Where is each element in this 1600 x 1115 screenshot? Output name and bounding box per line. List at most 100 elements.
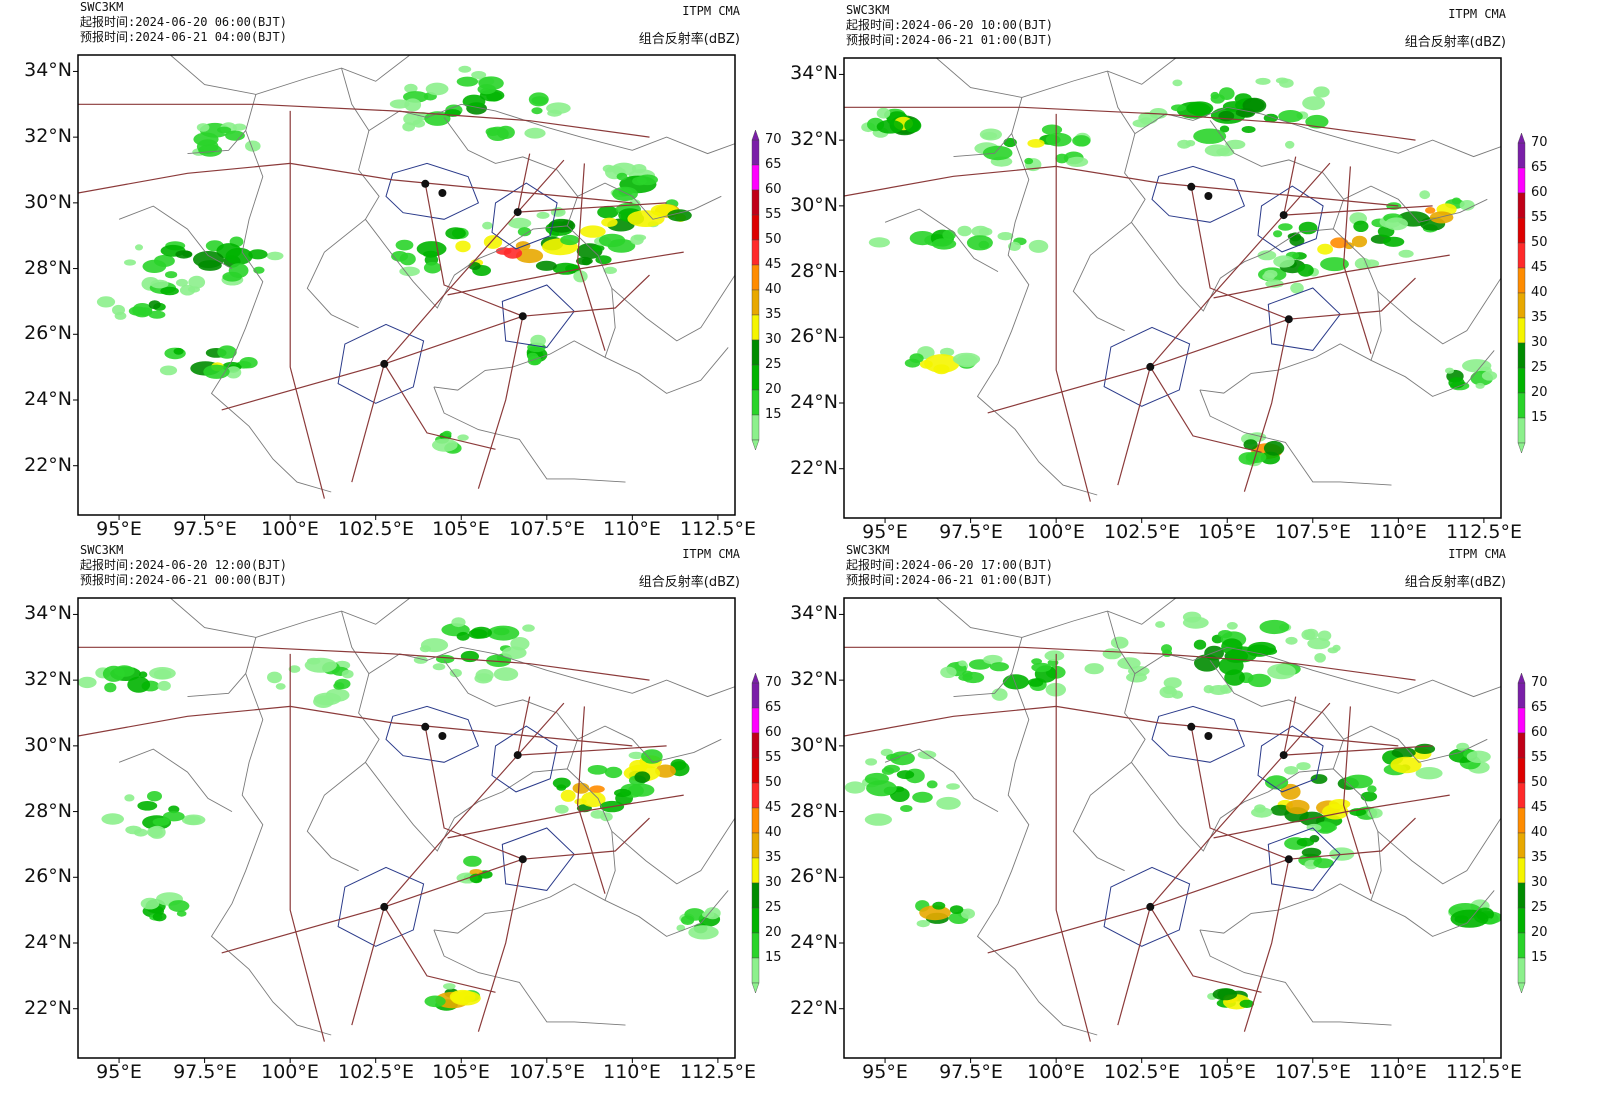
echo-cell — [614, 788, 632, 798]
echo-cell — [1055, 153, 1069, 164]
echo-cell — [1110, 636, 1129, 649]
echo-cell — [886, 753, 901, 762]
colorbar-bottom-arrow — [751, 439, 760, 451]
echo-cell — [531, 107, 543, 115]
colorbar-level-label: 65 — [1531, 700, 1548, 715]
lon-tick-label: 97.5°E — [173, 518, 237, 540]
colorbar-level-label: 65 — [765, 700, 782, 715]
init-time: 起报时间:2024-06-20 06:00(BJT) — [80, 15, 287, 29]
echo-cell — [1265, 775, 1289, 790]
lat-tick-label: 22°N — [790, 997, 838, 1019]
echo-cell — [423, 261, 442, 274]
colorbar-level-label: 45 — [1531, 800, 1548, 815]
echo-cell — [932, 901, 946, 910]
lat-tick-label: 24°N — [790, 931, 838, 953]
lon-tick-label: 110°E — [1369, 521, 1427, 543]
echo-cell — [1028, 239, 1049, 253]
echo-cell — [958, 660, 967, 667]
colorbar-segment — [751, 857, 760, 884]
echo-cell — [420, 638, 449, 653]
echo-cell — [445, 227, 466, 240]
echo-cell — [450, 990, 481, 1006]
echo-cell — [457, 434, 469, 441]
echo-cell — [1351, 235, 1368, 248]
echo-cell — [1210, 91, 1220, 100]
lon-tick-label: 97.5°E — [939, 521, 1003, 543]
variable-label: 组合反射率(dBZ) — [638, 32, 740, 47]
air-route — [78, 162, 633, 204]
echo-cell — [443, 983, 456, 990]
colorbar-segment — [1517, 857, 1526, 884]
airport-marker — [380, 902, 389, 911]
colorbar-level-label: 40 — [765, 282, 782, 297]
echo-cell — [432, 663, 446, 671]
lon-tick-label: 97.5°E — [939, 1061, 1003, 1083]
air-route — [1342, 706, 1372, 894]
lon-tick-label: 95°E — [96, 518, 142, 540]
colorbar-segment — [1517, 957, 1526, 984]
echo-cell — [961, 908, 975, 919]
echo-cell — [149, 667, 176, 680]
echo-cell — [909, 231, 936, 246]
echo-cell — [203, 364, 230, 379]
variable-label: 组合反射率(dBZ) — [638, 575, 740, 590]
colorbar-bottom-arrow — [1517, 982, 1526, 994]
radar-map — [73, 54, 760, 520]
air-route — [1283, 205, 1433, 216]
province-border — [604, 347, 729, 394]
echo-cell — [576, 256, 593, 266]
echo-cell — [597, 205, 619, 219]
colorbar-level-label: 55 — [765, 750, 782, 765]
air-route — [1342, 166, 1372, 354]
air-route — [1150, 277, 1416, 368]
echo-cell — [1367, 785, 1377, 793]
echo-cell — [949, 905, 964, 914]
variable-label: 组合反射率(dBZ) — [1404, 35, 1506, 50]
colorbar-segment — [751, 414, 760, 441]
echo-cell — [1031, 662, 1052, 673]
echo-cell — [616, 172, 628, 181]
colorbar-level-label: 70 — [765, 675, 782, 690]
colorbar-level-label: 30 — [765, 332, 782, 347]
air-route — [517, 202, 667, 213]
lon-tick-label: 112.5°E — [1446, 1061, 1522, 1083]
echo-cell — [1285, 636, 1298, 645]
airport-marker — [1146, 902, 1155, 911]
airport-marker — [518, 855, 527, 864]
province-border — [433, 386, 626, 483]
air-route — [844, 646, 1416, 681]
echo-cell — [997, 232, 1014, 241]
air-route — [384, 817, 650, 908]
colorbar-segment — [751, 214, 760, 241]
lat-tick-label: 30°N — [790, 734, 838, 756]
colorbar-segment — [751, 882, 760, 909]
colorbar-level-label: 15 — [765, 407, 782, 422]
echo-cell — [1263, 440, 1285, 456]
echo-cell — [1138, 112, 1158, 125]
echo-cell — [471, 71, 487, 79]
air-route — [221, 702, 565, 954]
air-route — [1149, 906, 1262, 993]
colorbar-segment — [1517, 807, 1526, 834]
airspace-sector — [1267, 287, 1341, 351]
colorbar-level-label: 55 — [1531, 750, 1548, 765]
colorbar-segment — [1517, 682, 1526, 709]
echo-cell — [881, 767, 895, 775]
province-border — [953, 673, 1013, 698]
echo-cell — [1171, 104, 1187, 112]
echo-cell — [137, 307, 153, 317]
echo-cell — [165, 271, 178, 279]
province-border — [118, 748, 233, 812]
echo-cell — [1186, 101, 1214, 116]
airspace-sector — [1103, 326, 1191, 407]
air-route — [447, 794, 684, 839]
echo-cell — [1414, 743, 1436, 754]
colorbar-segment — [751, 339, 760, 366]
province-border — [187, 673, 247, 698]
echo-cell — [168, 900, 190, 912]
airport-marker — [438, 189, 447, 197]
province-border — [936, 598, 1177, 638]
model-name: SWC3KM — [846, 543, 890, 557]
echo-cell — [502, 646, 527, 660]
lon-tick-label: 95°E — [862, 521, 908, 543]
